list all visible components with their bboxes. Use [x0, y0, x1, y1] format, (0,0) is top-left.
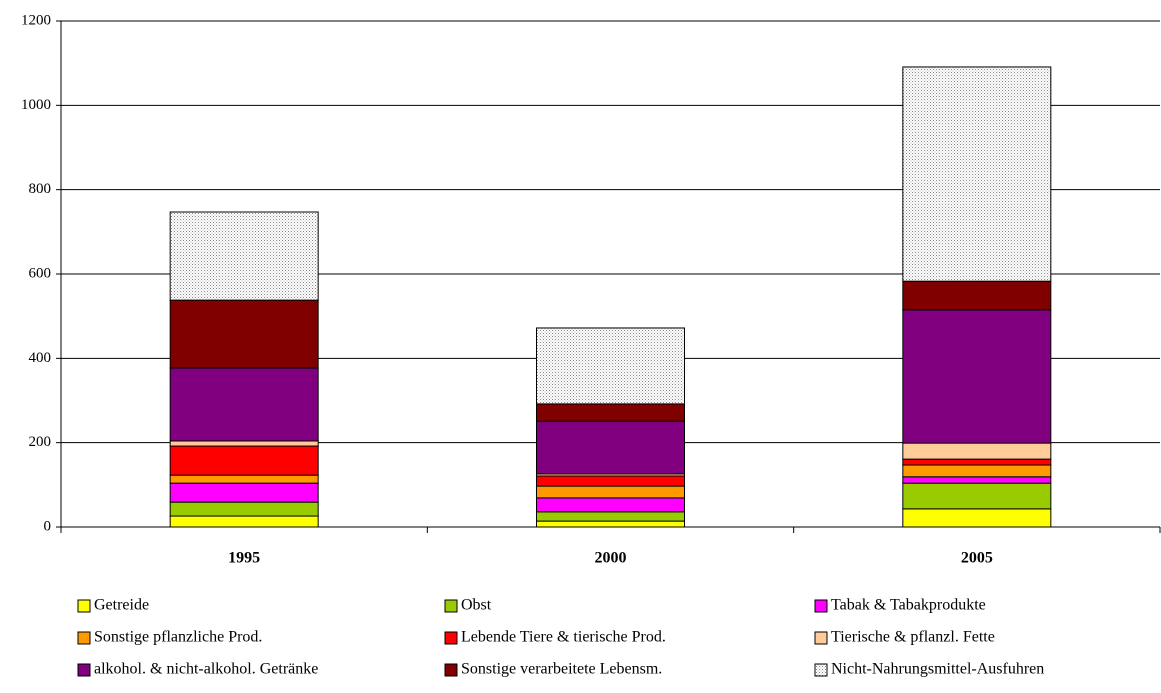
y-tick-label: 600 [29, 265, 52, 281]
x-tick-label: 2005 [961, 550, 993, 567]
legend-swatch [444, 599, 458, 613]
y-tick-label: 200 [29, 434, 52, 450]
y-tick-label: 800 [29, 181, 52, 197]
bar-segment [169, 501, 319, 517]
bar-segment [902, 458, 1052, 466]
y-tick-label: 0 [44, 518, 52, 534]
legend-label: Sonstige verarbeitete Lebensm. [461, 661, 662, 678]
legend-label: Nicht-Nahrungsmittel-Ausfuhren [831, 661, 1044, 678]
legend-label: Getreide [94, 597, 149, 614]
bar-segment [536, 511, 685, 522]
y-tick-label: 1200 [21, 12, 51, 28]
legend-swatch [814, 631, 828, 645]
bar-segment [536, 485, 685, 499]
bar-segment [169, 367, 319, 442]
bar-segment [536, 420, 685, 475]
bar-segment [169, 482, 319, 503]
bar-segment [536, 520, 685, 528]
bar-segment [536, 497, 685, 513]
bar-segment [169, 299, 319, 369]
bar-segment [169, 515, 319, 528]
x-tick-label: 2000 [595, 550, 627, 567]
bar-segment [169, 440, 319, 447]
bar-segment [902, 280, 1052, 311]
legend-label: Sonstige pflanzliche Prod. [94, 629, 262, 646]
bar-segment [536, 327, 685, 405]
bar-segment [169, 474, 319, 484]
bar-segment [902, 309, 1052, 444]
bar-segment [902, 464, 1052, 478]
bar-segment [169, 445, 319, 476]
y-tick-label: 1000 [21, 97, 51, 113]
bar-segment [902, 442, 1052, 460]
bar-segment [902, 482, 1052, 510]
bar-segment [902, 508, 1052, 528]
legend-label: Tabak & Tabakprodukte [831, 597, 986, 614]
legend-swatch [77, 631, 91, 645]
legend-swatch [444, 631, 458, 645]
bar-segment [902, 476, 1052, 484]
legend-swatch [77, 663, 91, 677]
legend-label: alkohol. & nicht-alkohol. Getränke [94, 661, 318, 678]
legend-swatch [814, 599, 828, 613]
legend-swatch [814, 663, 828, 677]
legend-swatch [77, 599, 91, 613]
bar-segment [536, 475, 685, 487]
bar-segment [169, 211, 319, 301]
y-tick-label: 400 [29, 350, 52, 366]
bar-segment [536, 403, 685, 422]
x-tick-label: 1995 [228, 550, 260, 567]
legend-swatch [444, 663, 458, 677]
legend-label: Tierische & pflanzl. Fette [831, 629, 995, 646]
legend-label: Lebende Tiere & tierische Prod. [461, 629, 666, 646]
legend-label: Obst [461, 597, 492, 614]
bar-segment [902, 66, 1052, 282]
